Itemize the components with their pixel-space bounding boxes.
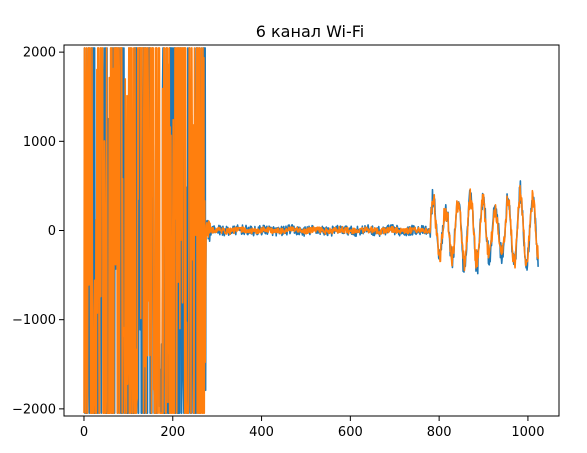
x-tick-label: 1000 bbox=[511, 425, 544, 440]
x-tick-label: 200 bbox=[160, 425, 185, 440]
y-tick-label: 2000 bbox=[23, 46, 56, 61]
y-tick-label: −2000 bbox=[12, 402, 56, 417]
y-axis: −2000 −1000 0 1000 2000 bbox=[12, 46, 64, 417]
x-tick-label: 400 bbox=[249, 425, 274, 440]
x-tick-label: 0 bbox=[80, 425, 88, 440]
series-line-2 bbox=[83, 47, 539, 414]
chart-title: 6 канал Wi-Fi bbox=[256, 22, 364, 41]
y-tick-label: 0 bbox=[48, 224, 56, 239]
series-layer bbox=[83, 47, 539, 414]
x-tick-label: 800 bbox=[427, 425, 452, 440]
y-tick-label: −1000 bbox=[12, 313, 56, 328]
y-tick-label: 1000 bbox=[23, 135, 56, 150]
x-tick-label: 600 bbox=[338, 425, 363, 440]
x-axis: 0 200 400 600 800 1000 bbox=[80, 416, 544, 440]
